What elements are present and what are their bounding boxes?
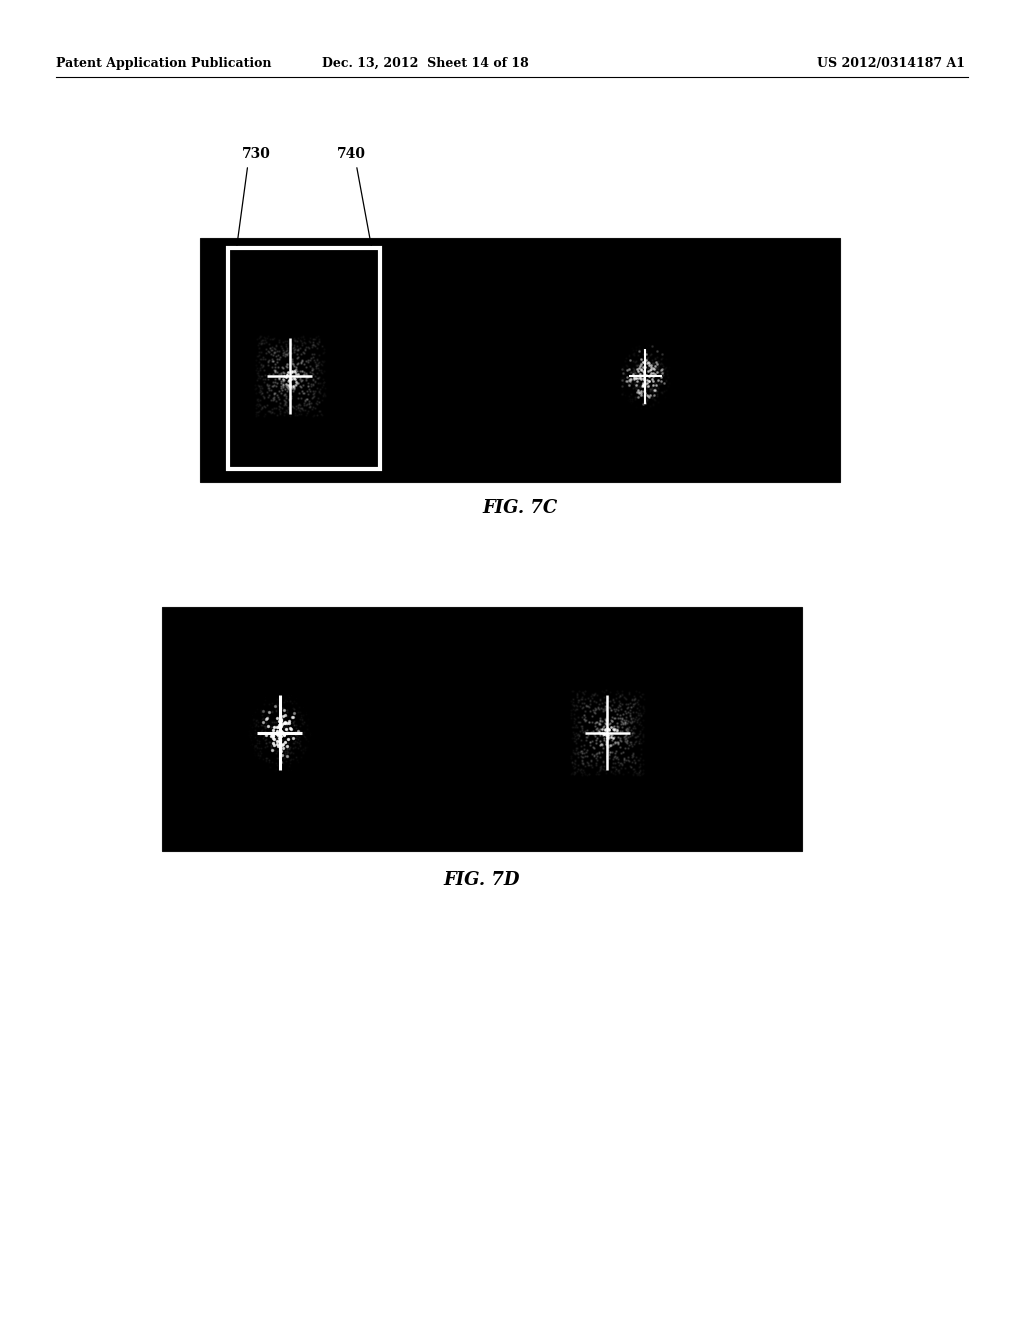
Text: US 2012/0314187 A1: US 2012/0314187 A1 (817, 57, 965, 70)
Bar (200, 238, 840, 482)
Text: FIG. 7D: FIG. 7D (443, 871, 520, 890)
Text: FIG. 7C: FIG. 7C (482, 499, 557, 517)
Text: 740: 740 (337, 147, 366, 161)
Bar (162, 607, 802, 851)
Text: Patent Application Publication: Patent Application Publication (56, 57, 271, 70)
Bar (228, 248, 380, 469)
Text: 730: 730 (242, 147, 270, 161)
Text: Dec. 13, 2012  Sheet 14 of 18: Dec. 13, 2012 Sheet 14 of 18 (322, 57, 528, 70)
